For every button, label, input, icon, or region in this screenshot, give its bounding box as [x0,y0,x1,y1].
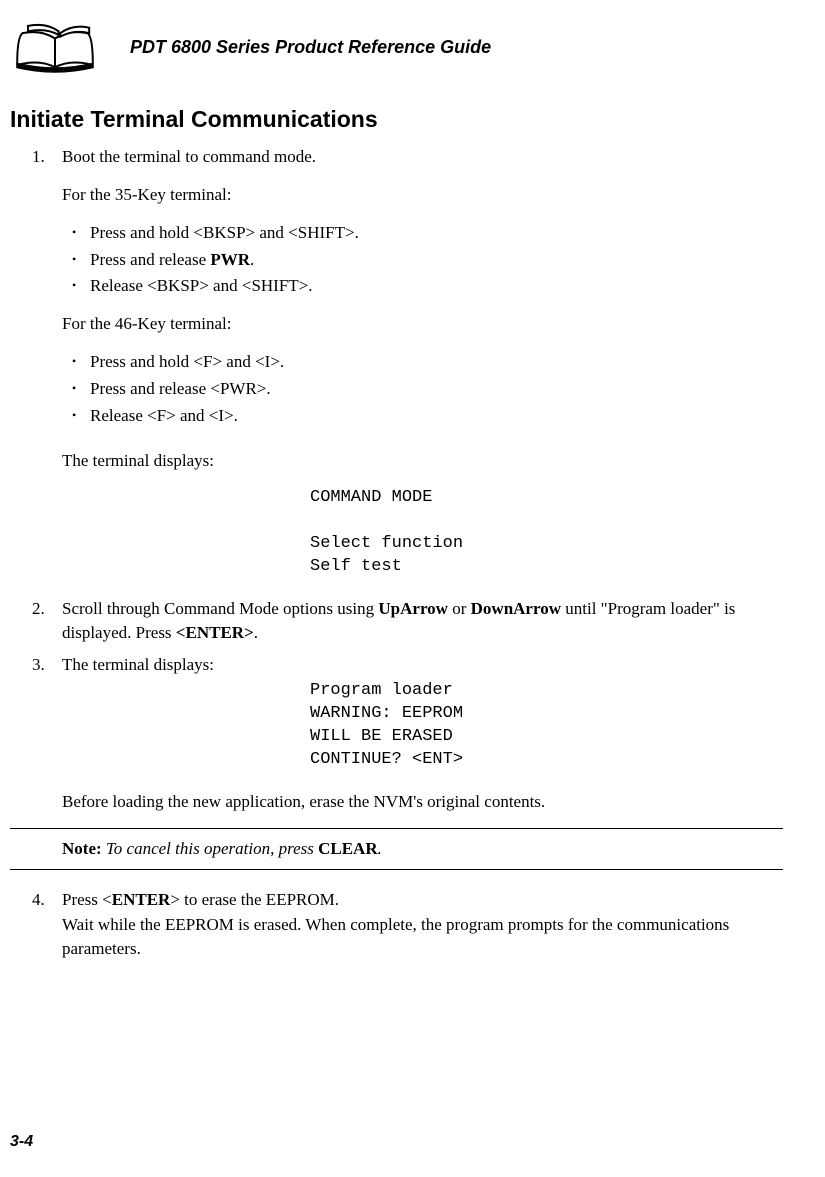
page-header: PDT 6800 Series Product Reference Guide [10,20,783,75]
step-1: Boot the terminal to command mode. For t… [62,145,783,579]
bold-text: UpArrow [378,599,448,618]
text: Release <BKSP> and <SHIFT>. [90,276,313,295]
text: . [254,623,258,642]
note-clear: CLEAR [318,839,378,858]
terminal-screen-1: COMMAND MODE Select function Self test [310,487,783,579]
section-heading: Initiate Terminal Communications [10,103,783,135]
k35-label: For the 35-Key terminal: [62,183,783,207]
list-item: Press and hold <F> and <I>. [90,350,783,374]
k35-list: Press and hold <BKSP> and <SHIFT>. Press… [62,221,783,298]
step-1-intro: Boot the terminal to command mode. [62,147,316,166]
step-list: Boot the terminal to command mode. For t… [10,145,783,772]
list-item: Press and release PWR. [90,248,783,272]
displays-label: The terminal displays: [62,449,783,473]
list-item: Release <F> and <I>. [90,404,783,428]
text: or [448,599,471,618]
bold-text: DownArrow [471,599,561,618]
text: Press and release [90,250,210,269]
guide-title: PDT 6800 Series Product Reference Guide [130,35,491,60]
text: . [250,250,254,269]
bold-text: ENTER [112,890,171,909]
note-text: To cancel this operation, press [102,839,318,858]
k46-label: For the 46-Key terminal: [62,312,783,336]
text: Scroll through Command Mode options usin… [62,599,378,618]
text: > to erase the EEPROM. [170,890,339,909]
note-text: . [378,839,382,858]
note-label: Note: [62,839,102,858]
after-text: Before loading the new application, eras… [62,790,783,814]
step-3-label: The terminal displays: [62,655,214,674]
k46-list: Press and hold <F> and <I>. Press and re… [62,350,783,427]
step-4: Press <ENTER> to erase the EEPROM. Wait … [62,888,783,961]
book-icon [10,20,100,75]
step-list-cont: Press <ENTER> to erase the EEPROM. Wait … [10,888,783,961]
bold-text: <ENTER> [176,623,254,642]
text: Press and hold <BKSP> and <SHIFT>. [90,223,359,242]
page-number: 3-4 [10,1131,33,1153]
list-item: Press and hold <BKSP> and <SHIFT>. [90,221,783,245]
step-3: The terminal displays: Program loader WA… [62,653,783,773]
step-4-line2: Wait while the EEPROM is erased. When co… [62,913,783,961]
list-item: Press and release <PWR>. [90,377,783,401]
terminal-screen-2: Program loader WARNING: EEPROM WILL BE E… [310,680,783,772]
list-item: Release <BKSP> and <SHIFT>. [90,274,783,298]
note-block: Note: To cancel this operation, press CL… [10,828,783,870]
bold-text: PWR [210,250,250,269]
text: Press < [62,890,112,909]
step-2: Scroll through Command Mode options usin… [62,597,783,645]
